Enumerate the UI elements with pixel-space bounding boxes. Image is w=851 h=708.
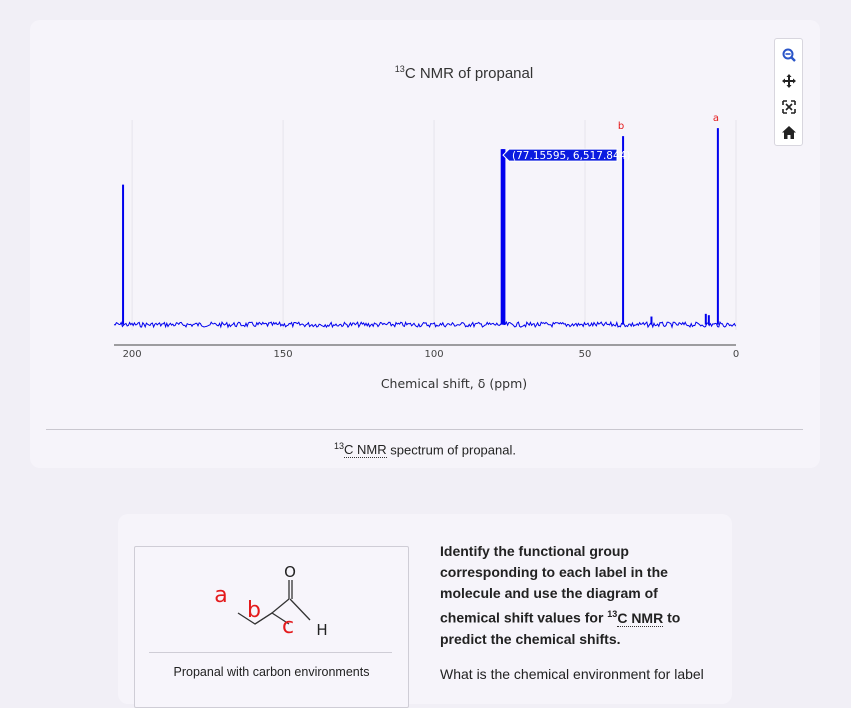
question-line-4-pre: chemical shift values for — [440, 609, 608, 626]
oxygen-label: O — [284, 563, 296, 581]
peak-label-a: a — [713, 113, 719, 124]
question-line-4-post: to — [663, 609, 681, 626]
carbon-label-b: b — [247, 598, 261, 623]
chart-modebar — [774, 38, 803, 146]
question-line-4: chemical shift values for 13C NMR to — [440, 604, 715, 629]
carbon-label-c: c — [282, 614, 294, 639]
x-tick-label: 200 — [123, 349, 142, 360]
hover-tooltip: (77.15595, 6,517.844) — [502, 148, 630, 162]
question-line-2: corresponding to each label in the — [440, 564, 668, 580]
zoom-icon[interactable] — [775, 43, 802, 67]
figure-caption: 13C NMR spectrum of propanal. — [30, 441, 820, 459]
question-text: Identify the functional group correspond… — [440, 541, 715, 650]
question-card: O H a b c Propanal with carbon environme… — [118, 514, 732, 708]
carbon-label-a: a — [214, 583, 227, 608]
propanal-structure: O H a b c — [214, 563, 327, 639]
molecule-figure: O H a b c Propanal with carbon environme… — [134, 546, 409, 708]
question-line-5: predict the chemical shifts. — [440, 630, 621, 647]
x-tick-label: 150 — [274, 349, 293, 360]
autoscale-icon[interactable] — [775, 95, 802, 119]
hover-tooltip-text: (77.15595, 6,517.844) — [512, 150, 630, 162]
peak-label-b: b — [618, 121, 624, 132]
home-icon[interactable] — [775, 120, 802, 144]
chart-card: 13C NMR of propanal 200 150 100 50 0 b a (77.1… — [30, 20, 820, 468]
caption-text: spectrum of propanal. — [386, 442, 516, 458]
caption-sup: 13 — [334, 441, 345, 451]
sub-question: What is the chemical environment for lab… — [440, 666, 704, 682]
hover-tooltip-box — [502, 148, 618, 162]
caption-abbr[interactable]: C NMR — [344, 442, 387, 459]
x-tick-label: 100 — [425, 349, 444, 360]
x-axis-label: Chemical shift, δ (ppm) — [381, 376, 527, 391]
hydrogen-label: H — [316, 621, 327, 639]
x-tick-label: 50 — [579, 349, 592, 360]
molecule-caption-divider — [149, 652, 392, 653]
question-line-3: molecule and use the diagram of — [440, 585, 658, 601]
question-abbr[interactable]: C NMR — [617, 609, 664, 627]
pan-icon[interactable] — [775, 69, 802, 93]
question-line-1: Identify the functional group — [440, 543, 629, 559]
nmr-chart[interactable]: 13C NMR of propanal 200 150 100 50 0 b a (77.1… — [30, 20, 820, 468]
spectrum-baseline — [113, 320, 737, 329]
question-sup: 13 — [607, 609, 618, 619]
caption-divider — [46, 429, 803, 430]
x-tick-label: 0 — [733, 349, 739, 360]
molecule-caption: Propanal with carbon environments — [173, 665, 370, 679]
chart-title: 13C NMR of propanal — [395, 64, 533, 82]
